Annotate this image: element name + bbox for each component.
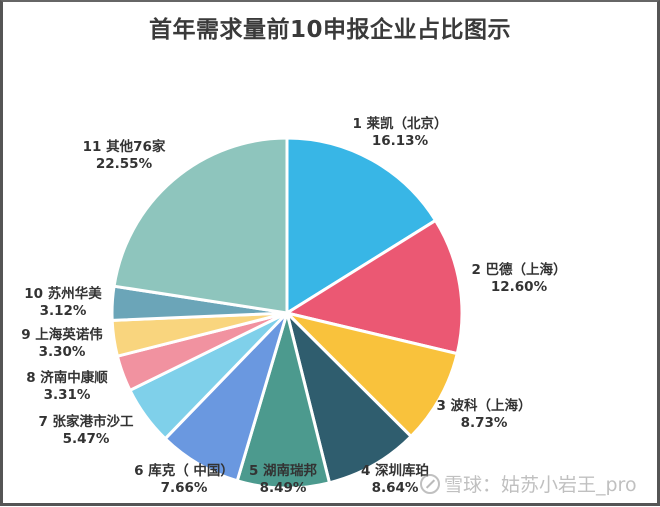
slice-label-name: 5 湖南瑞邦 xyxy=(248,463,318,479)
slice-label-11: 11 其他76家 22.55% xyxy=(83,139,166,173)
slice-label-value: 5.47% xyxy=(62,431,110,447)
slice-label-8: 8 济南中康顺 3.31% xyxy=(26,370,108,404)
slice-label-name: 9 上海英诺伟 xyxy=(21,327,103,343)
pie-slice-11 xyxy=(112,136,289,315)
watermark: 雪球：姑苏小岩王_pro xyxy=(420,470,637,497)
snowball-logo-icon xyxy=(420,473,440,494)
slice-label-6: 6 库克（ 中国） 7.66% xyxy=(134,463,234,497)
slice-label-value: 12.60% xyxy=(490,279,548,295)
slice-label-value: 22.55% xyxy=(95,156,153,172)
slice-label-5: 5 湖南瑞邦 8.49% xyxy=(249,463,317,497)
slice-label-name: 8 济南中康顺 xyxy=(26,370,108,386)
slice-label-value: 7.66% xyxy=(160,480,208,496)
pie-slice-2 xyxy=(285,218,464,356)
slice-label-value: 8.49% xyxy=(259,480,307,496)
slice-label-value: 3.30% xyxy=(38,344,86,360)
pie-slice-5 xyxy=(235,311,331,490)
slice-label-7: 7 张家港市沙工 5.47% xyxy=(38,414,133,448)
pie-slice-4 xyxy=(285,311,413,485)
slice-label-value: 3.31% xyxy=(43,387,91,403)
slice-label-value: 3.12% xyxy=(39,303,87,319)
slice-label-3: 3 波科（上海） 8.73% xyxy=(436,398,531,432)
pie-slice-3 xyxy=(285,311,459,438)
slice-label-name: 4 深圳库珀 xyxy=(360,463,430,479)
slice-label-10: 10 苏州华美 3.12% xyxy=(24,286,102,320)
pie-slice-1 xyxy=(285,136,438,315)
slice-label-name: 3 波科（上海） xyxy=(436,398,532,414)
slice-label-name: 10 苏州华美 xyxy=(24,286,102,302)
slice-label-name: 7 张家港市沙工 xyxy=(38,414,134,430)
slice-label-9: 9 上海英诺伟 3.30% xyxy=(21,327,103,361)
slice-label-value: 16.13% xyxy=(371,133,429,149)
slice-label-name: 2 巴德（上海） xyxy=(471,262,567,278)
slice-label-name: 6 库克（ 中国） xyxy=(134,463,234,479)
slice-label-value: 8.64% xyxy=(371,480,419,496)
slice-label-4: 4 深圳库珀 8.64% xyxy=(361,463,429,497)
slice-label-1: 1 莱凯（北京） 16.13% xyxy=(352,116,447,150)
slice-label-value: 8.73% xyxy=(460,415,508,431)
slice-label-name: 11 其他76家 xyxy=(82,139,166,155)
chart-title: 首年需求量前10申报企业占比图示 xyxy=(148,17,511,43)
watermark-text: 雪球：姑苏小岩王_pro xyxy=(444,474,637,496)
slice-label-2: 2 巴德（上海） 12.60% xyxy=(471,262,566,296)
slice-label-name: 1 莱凯（北京） xyxy=(352,116,448,132)
